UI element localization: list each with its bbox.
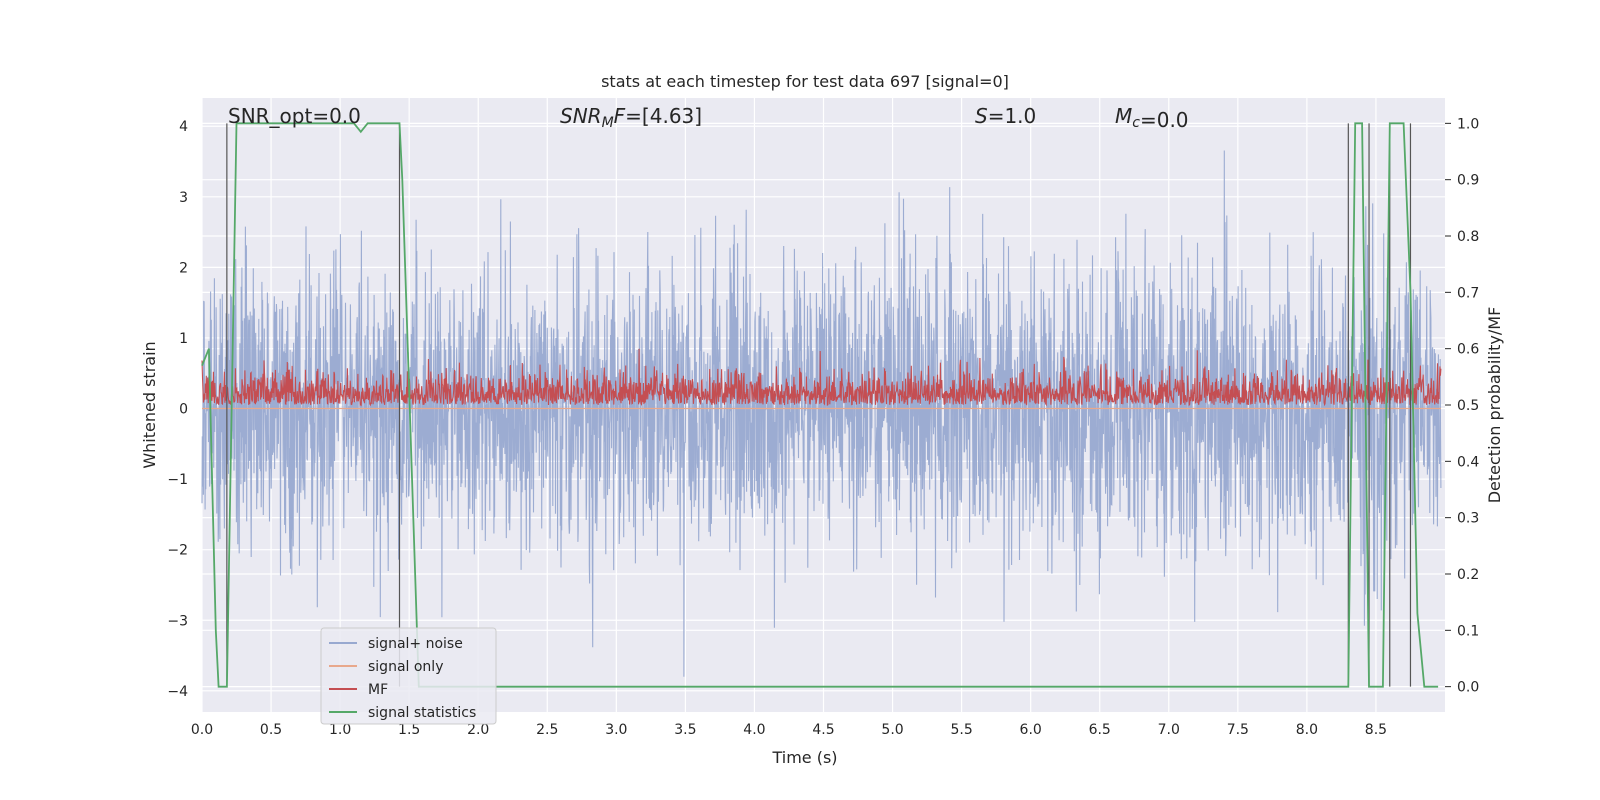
y-right-tick-label: 1.0 bbox=[1457, 116, 1479, 132]
y-right-tick-label: 0.4 bbox=[1457, 454, 1479, 470]
y-right-tick-label: 0.3 bbox=[1457, 511, 1479, 527]
x-axis-ticks: 0.0 0.5 1.0 1.5 2.0 2.5 3.0 3.5 4.0 4.5 5.0 5.5 6.0 6… bbox=[191, 722, 1387, 738]
x-tick-label: 8.0 bbox=[1296, 722, 1318, 738]
y-left-tick-label: 1 bbox=[179, 331, 188, 347]
x-tick-label: 2.0 bbox=[467, 722, 489, 738]
y-right-tick-label: 0.6 bbox=[1457, 342, 1479, 358]
x-tick-label: 5.5 bbox=[950, 722, 972, 738]
legend-label: signal statistics bbox=[368, 705, 476, 721]
legend-label: signal only bbox=[368, 659, 443, 675]
x-tick-label: 8.5 bbox=[1365, 722, 1387, 738]
x-tick-label: 4.5 bbox=[812, 722, 834, 738]
x-tick-label: 0.0 bbox=[191, 722, 213, 738]
y-right-tick-label: 0.7 bbox=[1457, 285, 1479, 301]
y-left-tick-label: 0 bbox=[179, 402, 188, 418]
y-right-tick-label: 0.2 bbox=[1457, 567, 1479, 583]
annotations: SNR_opt=0.0 SNRMF=[4.63] S=1.0 Mc=0.0 bbox=[228, 104, 1189, 132]
x-tick-label: 3.0 bbox=[605, 722, 627, 738]
signal-statistics-line bbox=[201, 122, 1439, 688]
y-right-tick-label: 0.0 bbox=[1457, 680, 1479, 696]
x-tick-label: 3.5 bbox=[674, 722, 696, 738]
y-left-tick-label: −3 bbox=[167, 613, 188, 629]
x-tick-label: 6.5 bbox=[1089, 722, 1111, 738]
y-left-tick-label: −1 bbox=[167, 472, 188, 488]
legend-box bbox=[320, 627, 497, 725]
y-left-tick-label: 2 bbox=[179, 260, 188, 276]
y-left-tick-label: 3 bbox=[179, 190, 188, 206]
vertical-markers bbox=[226, 123, 1412, 687]
x-tick-label: 4.0 bbox=[743, 722, 765, 738]
series-signal-noise bbox=[201, 150, 1442, 677]
annotation: S=1.0 bbox=[975, 104, 1036, 128]
series-signal-statistics bbox=[201, 122, 1439, 688]
y-left-tick-label: −4 bbox=[167, 684, 188, 700]
legend-label: signal+ noise bbox=[368, 636, 463, 652]
y-right-axis-label: Detection probability/MF bbox=[1485, 307, 1504, 504]
annotation: Mc=0.0 bbox=[1115, 104, 1189, 132]
y-left-tick-label: −2 bbox=[167, 543, 188, 559]
annotation: SNRMF=[4.63] bbox=[560, 104, 702, 131]
y-right-tick-label: 0.9 bbox=[1457, 173, 1479, 189]
y-left-axis-ticks: 4 3 2 1 0 −1 −2 −3 −4 bbox=[167, 119, 188, 700]
y-left-axis-label: Whitened strain bbox=[140, 341, 159, 468]
signal-noise-line bbox=[201, 150, 1442, 677]
y-right-axis-ticks: 1.0 0.9 0.8 0.7 0.6 0.5 0.4 0.3 0.2 0.1 0.0 bbox=[1445, 116, 1479, 696]
y-right-tick-label: 0.5 bbox=[1457, 398, 1479, 414]
legend: signal+ noise signal only MF signal statist… bbox=[320, 627, 497, 725]
x-axis-label: Time (s) bbox=[771, 748, 837, 767]
annotation: SNR_opt=0.0 bbox=[228, 104, 361, 128]
chart-title: stats at each timestep for test data 697… bbox=[601, 72, 1009, 91]
x-tick-label: 7.5 bbox=[1227, 722, 1249, 738]
y-right-tick-label: 0.1 bbox=[1457, 623, 1479, 639]
x-tick-label: 0.5 bbox=[260, 722, 282, 738]
x-tick-label: 7.0 bbox=[1158, 722, 1180, 738]
x-tick-label: 1.0 bbox=[329, 722, 351, 738]
x-tick-label: 5.0 bbox=[881, 722, 903, 738]
x-tick-label: 2.5 bbox=[536, 722, 558, 738]
y-left-tick-label: 4 bbox=[179, 119, 188, 135]
legend-label: MF bbox=[368, 682, 388, 698]
x-tick-label: 6.0 bbox=[1020, 722, 1042, 738]
y-right-tick-label: 0.8 bbox=[1457, 229, 1479, 245]
x-tick-label: 1.5 bbox=[398, 722, 420, 738]
